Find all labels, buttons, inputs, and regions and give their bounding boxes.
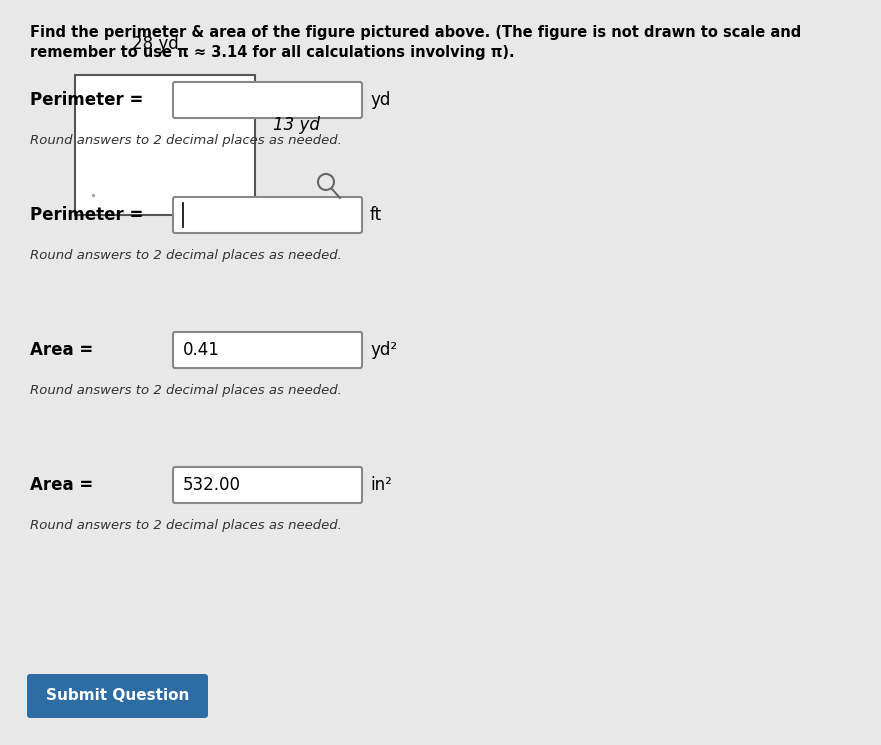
- Text: 0.41: 0.41: [183, 341, 220, 359]
- Text: ft: ft: [370, 206, 382, 224]
- FancyBboxPatch shape: [27, 674, 208, 718]
- Text: 28 yd: 28 yd: [131, 35, 178, 53]
- FancyBboxPatch shape: [173, 197, 362, 233]
- FancyBboxPatch shape: [173, 332, 362, 368]
- Text: yd: yd: [370, 91, 390, 109]
- Text: Round answers to 2 decimal places as needed.: Round answers to 2 decimal places as nee…: [30, 519, 342, 532]
- FancyBboxPatch shape: [173, 467, 362, 503]
- Text: Area =: Area =: [30, 476, 93, 494]
- Text: Round answers to 2 decimal places as needed.: Round answers to 2 decimal places as nee…: [30, 249, 342, 262]
- Text: Find the perimeter & area of the figure pictured above. (The figure is not drawn: Find the perimeter & area of the figure …: [30, 25, 801, 40]
- Text: Perimeter =: Perimeter =: [30, 91, 144, 109]
- Text: remember to use π ≈ 3.14 for all calculations involving π).: remember to use π ≈ 3.14 for all calcula…: [30, 45, 515, 60]
- Text: Perimeter =: Perimeter =: [30, 206, 144, 224]
- Text: yd²: yd²: [370, 341, 397, 359]
- Text: Round answers to 2 decimal places as needed.: Round answers to 2 decimal places as nee…: [30, 134, 342, 147]
- Text: 532.00: 532.00: [183, 476, 241, 494]
- Text: in²: in²: [370, 476, 392, 494]
- FancyBboxPatch shape: [173, 82, 362, 118]
- Text: Round answers to 2 decimal places as needed.: Round answers to 2 decimal places as nee…: [30, 384, 342, 397]
- Bar: [75, 75, 255, 215]
- Text: Area =: Area =: [30, 341, 93, 359]
- Text: Submit Question: Submit Question: [46, 688, 189, 703]
- Text: 13 yd: 13 yd: [273, 116, 320, 134]
